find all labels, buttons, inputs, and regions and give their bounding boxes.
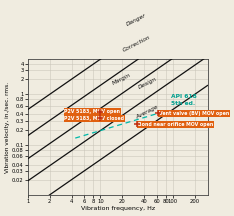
- Text: Danger: Danger: [126, 12, 147, 27]
- Text: Margin: Margin: [112, 72, 132, 86]
- Text: Average: Average: [135, 104, 160, 119]
- Text: P2V 5183, MOV closed: P2V 5183, MOV closed: [65, 116, 124, 121]
- Text: P2V 5183, MOV open: P2V 5183, MOV open: [65, 109, 121, 114]
- Text: Bond near orifice MOV open: Bond near orifice MOV open: [138, 122, 213, 127]
- Y-axis label: Vibration velocity, in./sec. rms.: Vibration velocity, in./sec. rms.: [5, 81, 10, 173]
- Text: Vent valve (BV) MOV open: Vent valve (BV) MOV open: [159, 111, 230, 116]
- Text: Design: Design: [137, 77, 158, 90]
- Text: Correction: Correction: [122, 34, 151, 53]
- Text: API 618
5th ed.: API 618 5th ed.: [172, 94, 197, 106]
- X-axis label: Vibration frequency, Hz: Vibration frequency, Hz: [81, 206, 155, 211]
